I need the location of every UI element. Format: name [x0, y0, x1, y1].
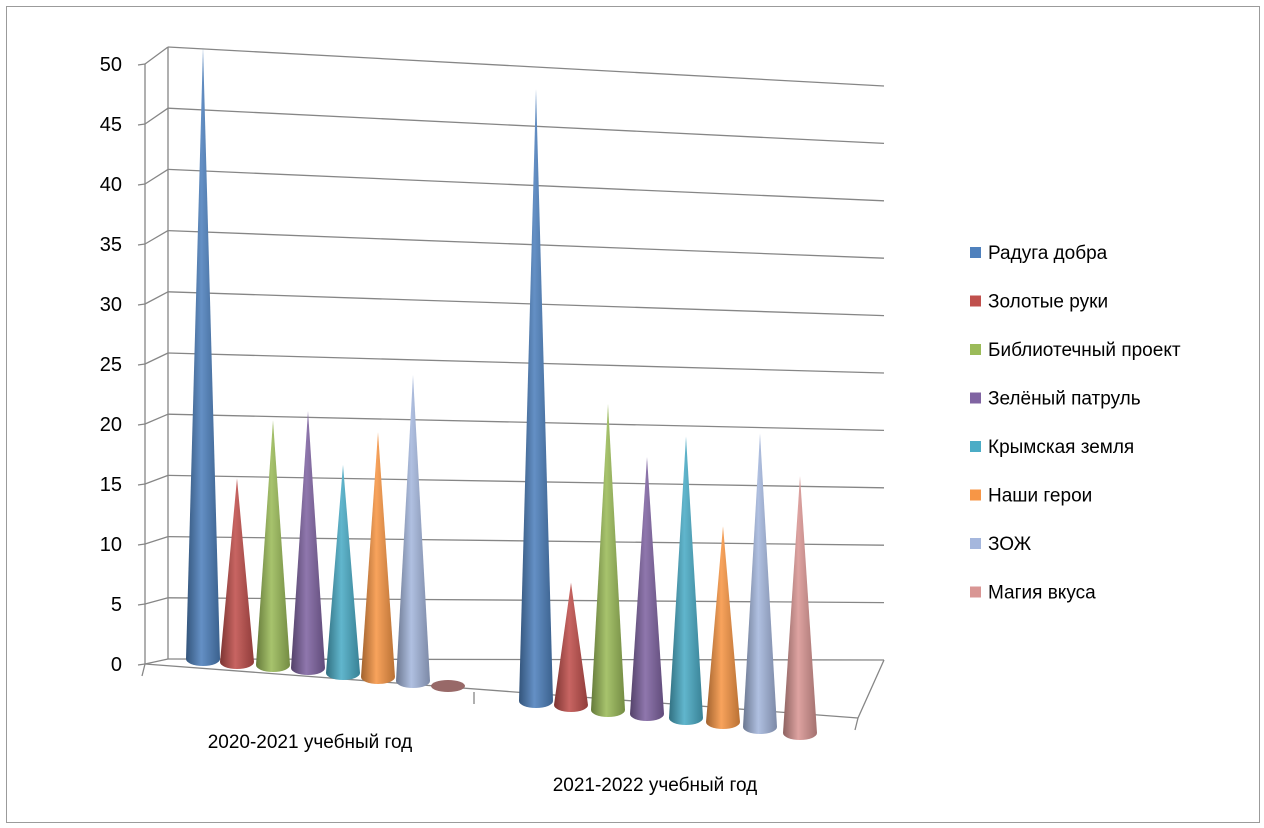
y-tick-mark [137, 123, 146, 126]
side-gridline [144, 46, 169, 65]
y-tick-label: 10 [100, 534, 122, 556]
side-gridline [144, 230, 169, 245]
floor-front-edge [144, 663, 859, 719]
legend-entry: Крымская земля [988, 437, 1134, 458]
gridline [167, 352, 885, 374]
legend-swatch [970, 295, 981, 307]
legend-entry: Библиотечный проект [988, 340, 1181, 361]
y-tick-label: 15 [100, 474, 122, 496]
legend-swatch [970, 344, 981, 355]
y-tick-label: 50 [100, 54, 122, 76]
cone-3-1 [630, 456, 664, 721]
chart-cones [186, 47, 817, 740]
cone-4-0 [326, 464, 360, 680]
cone-6-1 [743, 433, 777, 734]
cone-2-0 [256, 420, 290, 672]
category-label: 2020-2021 учебный год [208, 732, 413, 753]
y-tick-mark [137, 63, 146, 66]
gridline [167, 107, 885, 145]
legend-entry: Наши герои [988, 486, 1092, 507]
y-tick-label: 35 [100, 234, 122, 256]
y-tick-label: 25 [100, 354, 122, 376]
y-tick-mark [137, 303, 146, 306]
y-tick-label: 20 [100, 414, 122, 436]
y-tick-mark [137, 243, 146, 246]
cone-6-0 [396, 375, 430, 688]
y-tick-mark [137, 483, 146, 486]
gridline [167, 168, 885, 202]
side-gridline [144, 107, 169, 125]
cone-5-1 [706, 526, 740, 729]
legend-swatch [970, 538, 981, 549]
category-tick [141, 663, 146, 677]
cone-1-1 [554, 582, 588, 712]
legend-entry: Магия вкуса [988, 583, 1096, 604]
gridline [167, 413, 885, 432]
category-tick [854, 717, 859, 731]
side-gridline [144, 291, 169, 305]
y-tick-label: 5 [111, 594, 122, 616]
cone-7-1 [783, 475, 817, 740]
legend-swatch [970, 247, 981, 258]
y-tick-mark [137, 543, 146, 546]
y-axis-ticks: 0 5 10 15 20 25 30 35 40 45 50 [100, 54, 122, 676]
y-tick-mark [137, 363, 146, 366]
side-gridline [144, 413, 169, 425]
cone-0-1 [519, 89, 553, 708]
floor-right-edge [857, 659, 885, 719]
cone-2-1 [591, 404, 625, 717]
y-tick-label: 45 [100, 114, 122, 136]
side-gridline [144, 535, 169, 545]
legend-swatch [970, 489, 981, 501]
legend-swatch [970, 441, 981, 452]
legend-entry: Золотые руки [988, 292, 1108, 313]
legend: Радуга добра Золотые руки Библиотечный про… [970, 243, 1181, 604]
category-label: 2021-2022 учебный год [553, 775, 758, 796]
cone-base-7-0 [431, 680, 465, 692]
legend-swatch [970, 392, 981, 404]
y-tick-label: 0 [111, 654, 122, 676]
category-labels: 2020-2021 учебный год 2021-2022 учебный г… [208, 732, 758, 796]
cone-0-0 [186, 47, 220, 666]
legend-swatch [970, 586, 981, 598]
legend-entry: Радуга добра [988, 243, 1108, 264]
gridline [167, 46, 885, 87]
y-tick-mark [137, 183, 146, 186]
side-gridline [144, 597, 169, 605]
side-gridline [144, 474, 169, 485]
y-tick-label: 40 [100, 174, 122, 196]
cone-3-0 [291, 410, 325, 675]
side-gridline [144, 168, 169, 185]
legend-entry: ЗОЖ [988, 534, 1032, 555]
side-gridline [144, 352, 169, 365]
side-gridline [144, 658, 169, 665]
cone-4-1 [669, 436, 703, 725]
y-tick-mark [137, 663, 146, 666]
y-tick-mark [137, 603, 146, 606]
cone-1-0 [220, 478, 254, 669]
gridline [167, 229, 885, 259]
cone-5-0 [361, 432, 395, 684]
y-tick-label: 30 [100, 294, 122, 316]
gridline [167, 291, 885, 317]
legend-entry: Зелёный патруль [988, 389, 1141, 410]
y-tick-mark [137, 423, 146, 426]
